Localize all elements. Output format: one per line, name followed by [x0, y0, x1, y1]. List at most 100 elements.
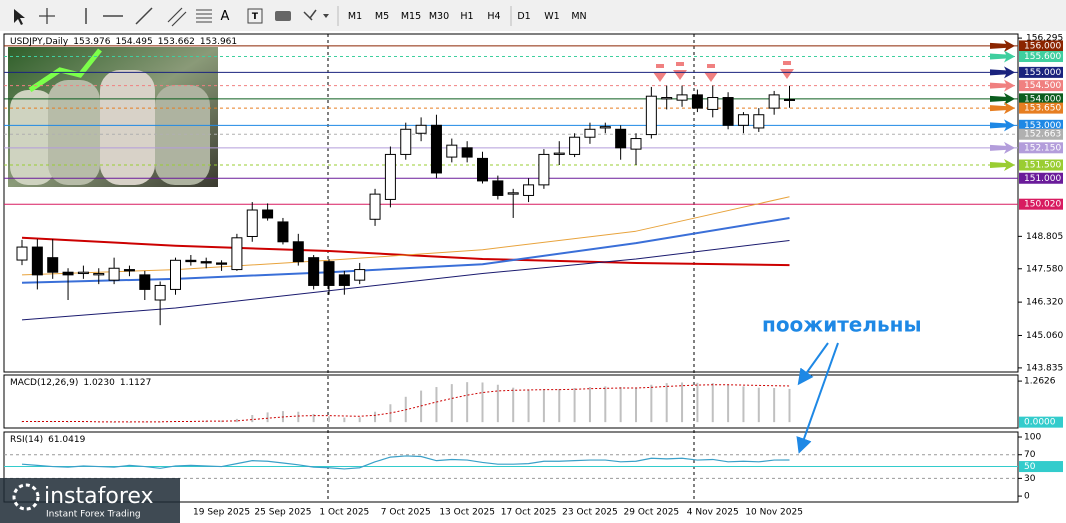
symbol-title: USDJPY,Daily — [10, 37, 69, 47]
news-photo — [8, 47, 218, 187]
toolbar-bg — [0, 0, 1066, 31]
level-label: 152.150 — [1024, 143, 1061, 153]
macd-bar — [266, 412, 269, 423]
candle-body — [446, 144, 458, 158]
macd-bar — [67, 421, 70, 423]
timeframe-button[interactable]: M1 — [348, 11, 362, 22]
timeframe-button[interactable]: M5 — [375, 11, 389, 22]
timeframe-button[interactable]: M30 — [429, 11, 449, 22]
candle-body — [430, 124, 442, 174]
macd-bar — [343, 417, 346, 423]
candle-body — [645, 95, 657, 136]
rsi-header: RSI(14) 61.0419 — [10, 435, 86, 445]
macd-bar — [82, 421, 85, 423]
macd-readout: 1.0230 — [83, 378, 115, 388]
macd-signal — [22, 384, 790, 423]
y-tick-label: 147.580 — [1026, 264, 1063, 274]
label-tool-glyph: T — [252, 12, 259, 22]
level-label-bg — [1019, 40, 1063, 52]
macd-bar — [235, 418, 238, 423]
candle-body — [630, 138, 642, 150]
candle-body — [415, 124, 427, 134]
macd-bar — [757, 387, 760, 423]
level-label: 154.500 — [1024, 81, 1061, 91]
ohlc-readout: 153.976 — [73, 37, 110, 47]
fibo-tool[interactable] — [196, 9, 212, 23]
y-tick-label: 148.805 — [1026, 232, 1063, 242]
cursor-tool[interactable] — [14, 9, 25, 25]
macd-bar — [727, 384, 730, 423]
candle-body — [108, 267, 120, 281]
down-arrow — [704, 64, 718, 82]
macd-bar — [711, 383, 714, 423]
macd-bar — [51, 421, 54, 423]
chart-header: USDJPY,Daily 153.976 154.495 153.662 153.961 — [10, 37, 237, 47]
level-label: 155.000 — [1024, 68, 1061, 78]
label-tool[interactable] — [247, 8, 263, 24]
candle-body — [492, 180, 504, 196]
y-tick-label: 50 — [1024, 462, 1036, 472]
macd-bar — [450, 384, 453, 423]
level-label-bg — [1019, 128, 1063, 140]
watermark-bg — [0, 478, 180, 523]
timeframe-button[interactable]: MN — [571, 11, 586, 22]
level-label-bg — [1019, 66, 1063, 78]
timeframe-button[interactable]: D1 — [517, 11, 530, 22]
macd-bar — [312, 414, 315, 423]
down-arrow — [673, 62, 687, 80]
level-arrow — [990, 50, 1015, 63]
candle-body — [691, 94, 703, 109]
y-tick-label: 143.835 — [1026, 363, 1063, 373]
timeframe-button[interactable]: H1 — [460, 11, 473, 22]
macd-bar — [604, 386, 607, 423]
macd-bar — [542, 389, 545, 423]
timeframe-button[interactable]: H4 — [487, 11, 500, 22]
candle-body — [369, 193, 381, 220]
timeframe-button[interactable]: M15 — [401, 11, 421, 22]
candle-body — [384, 153, 396, 200]
arrows-tool[interactable] — [303, 9, 317, 21]
level-label: 156.000 — [1024, 41, 1061, 51]
ohlc-readout: 153.662 — [158, 37, 195, 47]
macd-bar — [558, 388, 561, 423]
y-tick-label-bg — [1019, 461, 1063, 473]
rect-tool[interactable] — [275, 11, 291, 21]
macd-bar — [159, 421, 162, 423]
macd-pane — [3, 374, 1019, 429]
macd-bar — [496, 384, 499, 423]
channel-tool[interactable] — [167, 7, 187, 27]
macd-bar — [527, 389, 530, 423]
y-tick-label: 1.2626 — [1024, 377, 1056, 387]
level-arrow — [990, 39, 1015, 52]
x-tick-label: 29 Oct 2025 — [624, 508, 680, 518]
level-label: 155.600 — [1024, 52, 1061, 62]
macd-bar — [635, 387, 637, 423]
macd-bar — [113, 422, 116, 423]
dropdown[interactable] — [323, 14, 329, 18]
signal-arrows — [653, 61, 794, 82]
rsi-line — [21, 455, 790, 470]
candle-body — [200, 261, 212, 264]
text-tool[interactable]: A — [221, 9, 230, 24]
level-label: 154.000 — [1024, 94, 1061, 104]
candle-body — [62, 271, 74, 276]
level-label-bg — [1019, 172, 1063, 184]
timeframe-button[interactable]: W1 — [544, 11, 559, 22]
rsi-readout: 61.0419 — [48, 435, 85, 445]
macd-readout: 1.1127 — [120, 378, 152, 388]
candle-body — [354, 269, 366, 281]
candle-body — [722, 97, 734, 126]
macd-bar — [481, 382, 484, 423]
macd-bar — [466, 382, 469, 423]
candle-body — [77, 271, 89, 275]
macd-bar — [358, 417, 361, 423]
y-tick-label: 70 — [1024, 450, 1036, 460]
level-label-bg — [1019, 159, 1063, 171]
macd-bar — [665, 383, 668, 423]
photo-bill — [10, 90, 55, 185]
x-tick-label: 23 Oct 2025 — [562, 508, 618, 518]
trendline-tool[interactable] — [135, 7, 153, 25]
candle-body — [461, 147, 473, 158]
crosshair-tool[interactable] — [39, 8, 55, 24]
candle-body — [154, 284, 166, 301]
